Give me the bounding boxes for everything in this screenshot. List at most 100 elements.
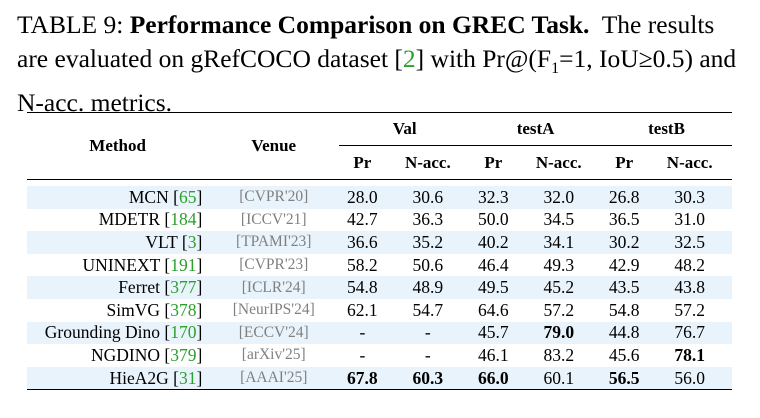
header-sub: N-acc.	[535, 152, 582, 172]
cell-value: 34.1	[516, 231, 602, 254]
cell-value: 83.2	[543, 344, 575, 365]
header-sub: N-acc.	[666, 152, 713, 172]
method-cite[interactable]: 3	[187, 231, 197, 252]
cell-value: 48.9	[385, 276, 471, 299]
cell-value: 32.5	[647, 231, 732, 254]
cell-venue: [ICCV'21]	[240, 210, 307, 228]
table-body: MCN [65] [CVPR'20] 28.0 30.6 32.3 32.0 26.8 30.…	[27, 179, 732, 390]
cell-value: 54.8	[608, 299, 640, 320]
method-cite[interactable]: 170	[170, 322, 197, 343]
cell-value: 58.2	[347, 254, 378, 275]
cell-value: -	[385, 321, 471, 345]
cell-method: MDETR [184]	[98, 209, 203, 230]
caption-text-1: The results are evaluated on gRefCOCO da…	[17, 10, 715, 73]
cell-venue: [ICLR'24]	[208, 276, 340, 299]
method-name: SimVG	[106, 299, 160, 320]
cell-value: 30.6	[385, 186, 471, 209]
cell-value: 45.6	[608, 344, 640, 365]
table-row: MDETR [184] [ICCV'21] 42.7 36.3 50.0 34.5 36.5…	[27, 209, 732, 232]
cell-method: NGDINO [379]	[90, 344, 203, 365]
table-row: Grounding Dino [170] [ECCV'24] - -45.7 79.0 4…	[27, 321, 732, 345]
cell-value: -	[339, 321, 386, 345]
method-name: VLT	[145, 231, 178, 252]
cell-method: HieA2G [31]	[27, 366, 209, 390]
cell-value: 79.0	[516, 321, 602, 345]
cell-value: 50.6	[412, 254, 444, 275]
cell-value: 56.0	[647, 366, 732, 390]
method-cite[interactable]: 31	[178, 367, 197, 388]
method-name: NGDINO	[90, 344, 160, 365]
cell-value: 26.8	[601, 186, 648, 209]
caption-text-3: =1, IoU≥0.5) and N-acc. metrics.	[17, 44, 737, 118]
cell-value: 36.6	[339, 231, 386, 254]
method-name: MCN	[128, 186, 169, 207]
method-cite[interactable]: 65	[178, 186, 197, 207]
cell-value: -	[424, 344, 431, 365]
table-row: SimVG [378] [NeurIPS'24] 62.1 54.7 64.6 57.2 5…	[27, 299, 732, 322]
method-cite[interactable]: 378	[170, 299, 197, 320]
cell-value: 76.7	[647, 321, 732, 345]
cell-value: 78.1	[674, 344, 705, 365]
cell-value: 64.6	[477, 299, 509, 320]
cell-value: 46.1	[477, 344, 509, 365]
cell-value: 60.3	[385, 366, 471, 390]
cell-value: 49.3	[543, 254, 575, 275]
method-cite[interactable]: 379	[170, 344, 197, 365]
method-name: MDETR	[98, 209, 160, 230]
cell-value: 35.2	[385, 231, 471, 254]
cell-value: 28.0	[339, 186, 386, 209]
cell-method: MCN [65]	[27, 186, 209, 209]
cell-value: 45.2	[516, 276, 602, 299]
cell-value: 42.7	[347, 209, 378, 230]
cell-value: 54.7	[412, 299, 444, 320]
comparison-table: Method Venue Val testA testB Pr N-acc. P…	[27, 112, 732, 390]
cell-value: 43.8	[647, 276, 732, 299]
table-row: NGDINO [379] [arXiv'25] - - 46.1 83.2 45.6 78.1	[27, 344, 732, 367]
table-caption: TABLE 9: Performance Comparison on GREC …	[17, 8, 747, 120]
cell-value: 42.9	[608, 254, 640, 275]
cell-value: 67.8	[339, 366, 386, 390]
header-venue: Venue	[251, 136, 297, 155]
cell-value: 66.0	[470, 366, 517, 390]
method-name: Grounding Dino	[44, 322, 160, 343]
method-name: HieA2G	[109, 367, 169, 388]
cell-value: 36.5	[608, 209, 640, 230]
cell-value: 31.0	[674, 209, 705, 230]
cell-value: 32.0	[516, 186, 602, 209]
cell-value: 46.4	[477, 254, 509, 275]
cell-value: 57.2	[674, 299, 705, 320]
cell-value: 32.3	[470, 186, 517, 209]
header-sub: N-acc.	[404, 152, 451, 172]
header-sub: Pr	[484, 152, 503, 172]
cell-venue: [ECCV'24]	[208, 321, 340, 345]
cell-value: 30.3	[647, 186, 732, 209]
table-row: UNINEXT [191] [CVPR'23] 58.2 50.6 46.4 49.3 42…	[27, 254, 732, 277]
method-name: UNINEXT	[82, 254, 160, 275]
cell-method: VLT [3]	[27, 231, 209, 254]
table-row: Ferret [377] [ICLR'24] 54.8 48.9 49.5 45.2 43.…	[27, 276, 732, 299]
cell-method: SimVG [378]	[106, 299, 203, 320]
cell-method: Grounding Dino [170]	[27, 321, 209, 345]
cell-value: -	[359, 344, 366, 365]
cell-value: 54.8	[339, 276, 386, 299]
method-cite[interactable]: 184	[170, 209, 197, 230]
header-group-testa: testA	[470, 112, 602, 146]
method-cite[interactable]: 191	[170, 254, 197, 275]
caption-label: TABLE 9:	[17, 10, 124, 39]
caption-cite[interactable]: 2	[402, 44, 416, 73]
cell-venue: [AAAI'25]	[208, 366, 340, 390]
cell-value: 30.2	[601, 231, 648, 254]
method-name: Ferret	[118, 277, 160, 298]
caption-text-2: ] with Pr@(F	[415, 44, 552, 73]
cell-value: 57.2	[543, 299, 575, 320]
method-cite[interactable]: 377	[170, 277, 197, 298]
caption-subscript: 1	[551, 60, 560, 78]
cell-method: UNINEXT [191]	[82, 254, 203, 275]
cell-venue: [CVPR'23]	[239, 256, 309, 274]
cell-venue: [NeurIPS'24]	[232, 301, 315, 319]
header-sub: Pr	[615, 152, 634, 172]
cell-value: 45.7	[470, 321, 517, 345]
cell-value: 49.5	[470, 276, 517, 299]
cell-value: 36.3	[412, 209, 444, 230]
cell-value: 56.5	[601, 366, 648, 390]
